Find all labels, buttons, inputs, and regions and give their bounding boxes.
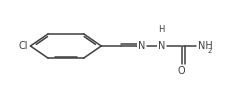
Text: H: H: [158, 25, 164, 34]
Text: 2: 2: [207, 48, 211, 54]
Text: O: O: [177, 66, 185, 76]
Text: N: N: [137, 41, 144, 51]
Text: Cl: Cl: [19, 41, 28, 51]
Text: N: N: [157, 41, 165, 51]
Text: NH: NH: [197, 41, 212, 51]
